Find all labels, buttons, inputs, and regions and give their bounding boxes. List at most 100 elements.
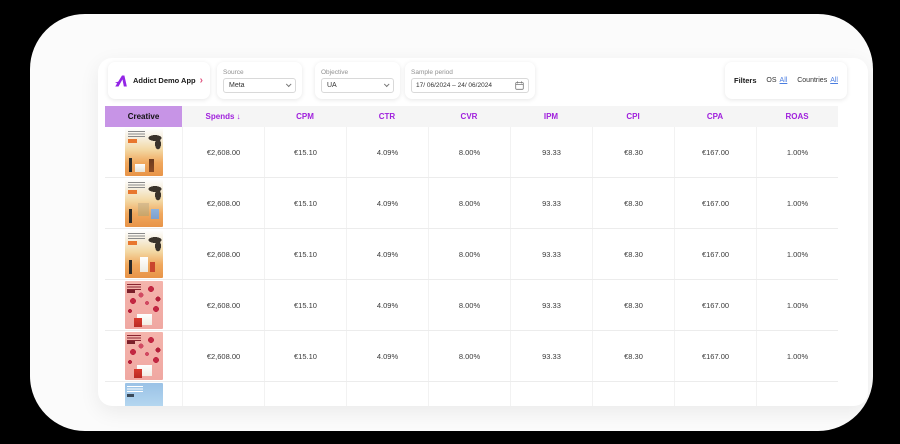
date-range-input[interactable]: 17/ 06/2024 – 24/ 06/2024 xyxy=(411,77,529,93)
metric-cell: €2,608.00 xyxy=(182,331,264,381)
creative-cell xyxy=(105,178,182,228)
column-header-creative[interactable]: Creative xyxy=(105,106,182,127)
metric-cell: 4.09% xyxy=(346,229,428,279)
column-header-cpi[interactable]: CPI xyxy=(592,106,674,127)
metric-cell: €8.30 xyxy=(592,280,674,330)
metric-cell: 93.33 xyxy=(510,127,592,177)
metric-cell xyxy=(674,382,756,406)
metric-cell xyxy=(428,382,510,406)
metric-cell: 93.33 xyxy=(510,280,592,330)
metric-cell: 4.09% xyxy=(346,280,428,330)
objective-select[interactable]: UA xyxy=(321,77,394,93)
metric-cell: €2,608.00 xyxy=(182,280,264,330)
date-end: 24/ 06/2024 xyxy=(457,81,492,89)
column-header-cvr[interactable]: CVR xyxy=(428,106,510,127)
metric-cell: 8.00% xyxy=(428,127,510,177)
metric-cell: 4.09% xyxy=(346,178,428,228)
metric-cell: 1.00% xyxy=(756,127,838,177)
metric-cell xyxy=(264,382,346,406)
metric-cell: 1.00% xyxy=(756,331,838,381)
chevron-right-icon[interactable]: › xyxy=(199,74,203,86)
metric-cell: €167.00 xyxy=(674,280,756,330)
metric-cell: 1.00% xyxy=(756,280,838,330)
column-header-ctr[interactable]: CTR xyxy=(346,106,428,127)
chevron-down-icon xyxy=(285,81,292,88)
metric-cell: 93.33 xyxy=(510,331,592,381)
date-start: 17/ 06/2024 xyxy=(416,81,451,89)
source-label: Source xyxy=(223,68,244,76)
metric-cell: €2,608.00 xyxy=(182,229,264,279)
source-control: Source Meta xyxy=(217,62,302,99)
source-select[interactable]: Meta xyxy=(223,77,296,93)
metric-cell: €167.00 xyxy=(674,331,756,381)
countries-filter: Countries All xyxy=(797,77,838,84)
metric-cell: €15.10 xyxy=(264,178,346,228)
app-name: Addict Demo App xyxy=(133,76,196,85)
metric-cell: 4.09% xyxy=(346,331,428,381)
metric-cell: 8.00% xyxy=(428,280,510,330)
metric-cell: 8.00% xyxy=(428,178,510,228)
metric-cell xyxy=(182,382,264,406)
metric-cell: €15.10 xyxy=(264,331,346,381)
date-range-value: 17/ 06/2024 – 24/ 06/2024 xyxy=(416,82,512,89)
metric-cell: 4.09% xyxy=(346,127,428,177)
metric-cell: €15.10 xyxy=(264,127,346,177)
metric-cell: €15.10 xyxy=(264,229,346,279)
metric-cell: €8.30 xyxy=(592,331,674,381)
addict-logo-icon xyxy=(115,75,127,86)
creative-cell xyxy=(105,127,182,177)
toolbar: Addict Demo App › Source Meta Objective … xyxy=(98,58,868,99)
column-header-ipm[interactable]: IPM xyxy=(510,106,592,127)
os-filter-all-link[interactable]: All xyxy=(779,77,788,84)
metric-cell: €167.00 xyxy=(674,229,756,279)
table-body: €2,608.00 €15.10 4.09% 8.00% 93.33 €8.30 €167.… xyxy=(105,127,838,406)
sort-descending-icon: ↓ xyxy=(236,112,241,121)
calendar-icon[interactable] xyxy=(515,80,524,90)
filters-title: Filters xyxy=(734,76,757,85)
metric-cell: 1.00% xyxy=(756,229,838,279)
countries-filter-all-link[interactable]: All xyxy=(830,77,838,84)
sample-period-label: Sample period xyxy=(411,68,453,76)
app-background: Addict Demo App › Source Meta Objective … xyxy=(30,14,873,431)
creative-thumbnail[interactable] xyxy=(124,281,163,329)
creative-thumbnail[interactable] xyxy=(124,383,163,406)
date-separator: – xyxy=(452,81,456,89)
table-row: €2,608.00 €15.10 4.09% 8.00% 93.33 €8.30 €167.… xyxy=(105,178,838,229)
table-row xyxy=(105,382,838,406)
metric-cell: €167.00 xyxy=(674,178,756,228)
creative-thumbnail[interactable] xyxy=(124,332,163,380)
os-filter-label: OS xyxy=(766,77,777,84)
column-header-cpm[interactable]: CPM xyxy=(264,106,346,127)
metric-cell: €8.30 xyxy=(592,127,674,177)
filters-panel: Filters OS All Countries All xyxy=(725,62,847,99)
metric-cell: €2,608.00 xyxy=(182,178,264,228)
column-header-roas[interactable]: ROAS xyxy=(756,106,838,127)
app-selector[interactable]: Addict Demo App › xyxy=(108,62,210,99)
metric-cell: €167.00 xyxy=(674,127,756,177)
table-row: €2,608.00 €15.10 4.09% 8.00% 93.33 €8.30 €167.… xyxy=(105,229,838,280)
os-filter: OS All xyxy=(766,77,787,84)
metric-cell xyxy=(346,382,428,406)
table-header-row: Creative Spends ↓ CPM CTR CVR IPM CPI CPA ROAS xyxy=(105,106,838,127)
metric-cell: €2,608.00 xyxy=(182,127,264,177)
creative-cell xyxy=(105,229,182,279)
objective-control: Objective UA xyxy=(315,62,400,99)
metric-cell xyxy=(510,382,592,406)
metric-cell: €8.30 xyxy=(592,229,674,279)
metric-cell: 1.00% xyxy=(756,178,838,228)
column-header-cpa[interactable]: CPA xyxy=(674,106,756,127)
creative-thumbnail[interactable] xyxy=(124,179,163,227)
table-row: €2,608.00 €15.10 4.09% 8.00% 93.33 €8.30 €167.… xyxy=(105,331,838,382)
creatives-table: Creative Spends ↓ CPM CTR CVR IPM CPI CPA ROAS €2… xyxy=(105,106,838,406)
creative-thumbnail[interactable] xyxy=(124,230,163,278)
metric-cell: 93.33 xyxy=(510,229,592,279)
metric-cell xyxy=(756,382,838,406)
sample-period-control: Sample period 17/ 06/2024 – 24/ 06/2024 xyxy=(405,62,535,99)
creative-thumbnail[interactable] xyxy=(124,128,163,176)
metric-cell xyxy=(592,382,674,406)
metric-cell: 93.33 xyxy=(510,178,592,228)
objective-label: Objective xyxy=(321,68,349,76)
metric-cell: €15.10 xyxy=(264,280,346,330)
source-value: Meta xyxy=(229,81,245,89)
column-header-spends[interactable]: Spends ↓ xyxy=(182,106,264,127)
